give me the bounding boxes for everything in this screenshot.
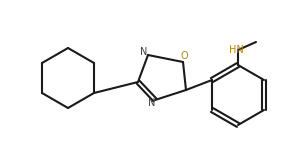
Text: N: N: [148, 98, 156, 108]
Text: N: N: [140, 47, 148, 57]
Text: O: O: [180, 51, 188, 61]
Text: HN: HN: [229, 45, 243, 55]
